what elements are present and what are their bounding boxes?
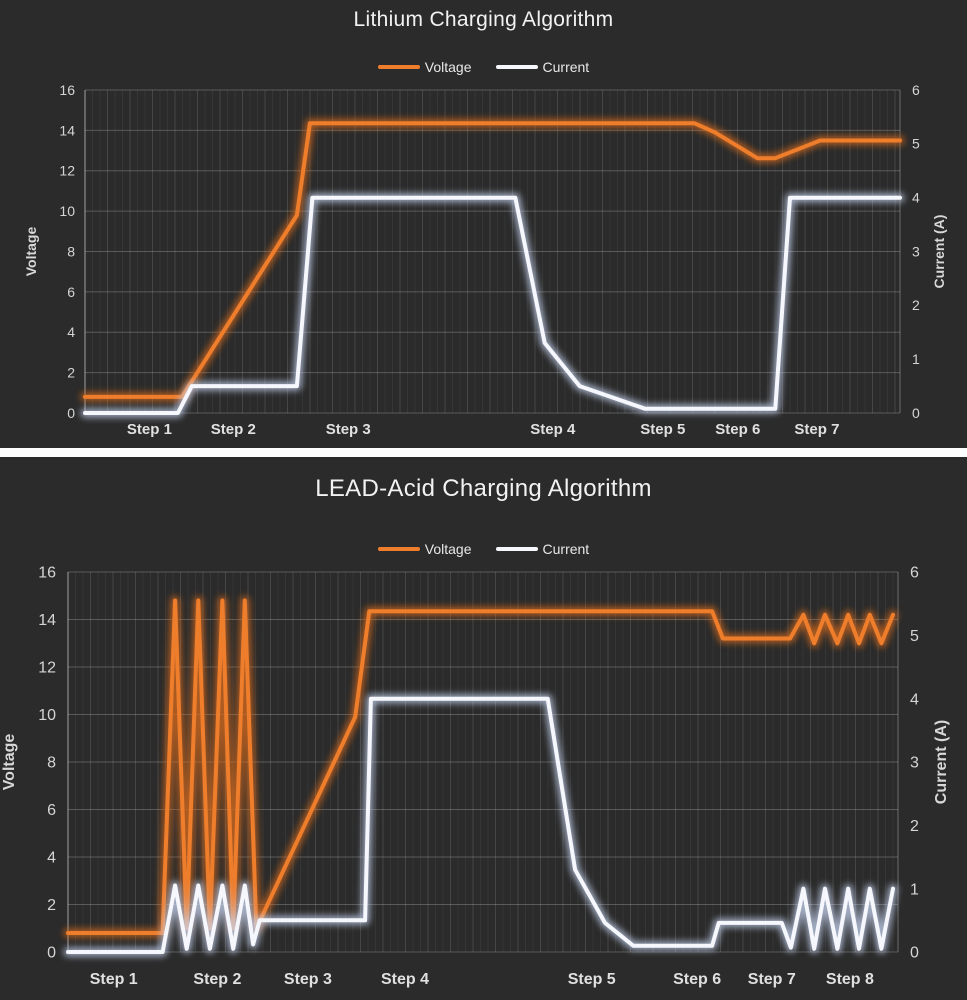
right-tick-label: 3 <box>912 243 920 259</box>
x-step-label: Step 6 <box>673 971 721 988</box>
right-tick-label: 0 <box>912 405 920 421</box>
right-tick-label: 5 <box>912 136 920 152</box>
current-line <box>66 696 895 954</box>
voltage-legend-label: Voltage <box>424 541 472 557</box>
right-tick-label: 1 <box>912 351 920 367</box>
x-step-label: Step 7 <box>794 421 839 438</box>
voltage-legend-swatch <box>377 547 420 551</box>
lithium-chart: Lithium Charging Algorithm Voltage Curre… <box>0 0 967 448</box>
left-tick-label: 8 <box>67 243 75 259</box>
x-step-label: Step 2 <box>211 421 256 438</box>
x-step-label: Step 1 <box>127 421 172 438</box>
right-tick-label: 1 <box>910 881 919 898</box>
left-tick-label: 16 <box>38 565 56 582</box>
left-axis-title: Voltage <box>23 227 39 277</box>
current-legend-swatch <box>495 65 538 69</box>
right-tick-label: 6 <box>912 82 920 98</box>
chart-divider <box>0 448 967 457</box>
left-tick-label: 10 <box>38 707 56 724</box>
right-tick-label: 5 <box>910 628 919 645</box>
current-line <box>83 195 902 415</box>
current-legend-item: Current <box>495 541 590 557</box>
x-step-label: Step 5 <box>640 421 685 438</box>
left-tick-label: 4 <box>47 850 56 867</box>
voltage-legend-item: Voltage <box>377 541 472 557</box>
lead-acid-chart: LEAD-Acid Charging Algorithm Voltage Cur… <box>0 457 967 1000</box>
left-tick-label: 10 <box>59 203 75 219</box>
right-tick-label: 4 <box>910 691 919 708</box>
voltage-line <box>66 598 895 935</box>
left-tick-label: 0 <box>47 945 56 962</box>
left-tick-label: 12 <box>59 163 75 179</box>
left-tick-label: 12 <box>38 660 56 677</box>
left-tick-label: 0 <box>67 405 75 421</box>
voltage-legend-swatch <box>377 65 420 69</box>
right-axis-title: Current (A) <box>931 215 947 289</box>
voltage-legend-item: Voltage <box>377 59 472 75</box>
left-tick-label: 6 <box>47 802 56 819</box>
right-tick-label: 6 <box>910 565 919 582</box>
x-step-label: Step 6 <box>715 421 760 438</box>
x-step-label: Step 3 <box>326 421 371 438</box>
x-step-label: Step 8 <box>826 971 874 988</box>
current-legend-swatch <box>495 547 538 551</box>
lithium-chart-title: Lithium Charging Algorithm <box>353 8 614 31</box>
left-tick-label: 6 <box>67 284 75 300</box>
left-tick-label: 14 <box>59 122 75 138</box>
current-legend-item: Current <box>495 59 590 75</box>
right-tick-label: 0 <box>910 945 919 962</box>
right-tick-label: 2 <box>910 818 919 835</box>
current-legend-label: Current <box>542 59 590 75</box>
left-tick-label: 16 <box>59 82 75 98</box>
lead-acid-legend: Voltage Current <box>0 541 967 557</box>
left-tick-label: 4 <box>67 324 75 340</box>
right-tick-label: 2 <box>912 297 920 313</box>
left-tick-label: 8 <box>47 755 56 772</box>
right-tick-label: 4 <box>912 190 920 206</box>
lithium-legend: Voltage Current <box>0 59 967 75</box>
x-step-label: Step 4 <box>530 421 576 438</box>
lead-acid-chart-title: LEAD-Acid Charging Algorithm <box>315 475 652 502</box>
x-step-label: Step 4 <box>381 971 429 988</box>
current-legend-label: Current <box>542 541 590 557</box>
voltage-legend-label: Voltage <box>424 59 472 75</box>
x-step-label: Step 2 <box>193 971 241 988</box>
left-tick-label: 2 <box>47 897 56 914</box>
x-step-label: Step 3 <box>284 971 332 988</box>
x-step-label: Step 1 <box>90 971 138 988</box>
voltage-line <box>83 121 902 399</box>
left-axis-title: Voltage <box>1 734 18 791</box>
right-tick-label: 3 <box>910 755 919 772</box>
x-step-label: Step 5 <box>568 971 616 988</box>
left-tick-label: 14 <box>38 612 56 629</box>
right-axis-title: Current (A) <box>933 720 950 804</box>
left-tick-label: 2 <box>67 365 75 381</box>
x-step-label: Step 7 <box>748 971 796 988</box>
